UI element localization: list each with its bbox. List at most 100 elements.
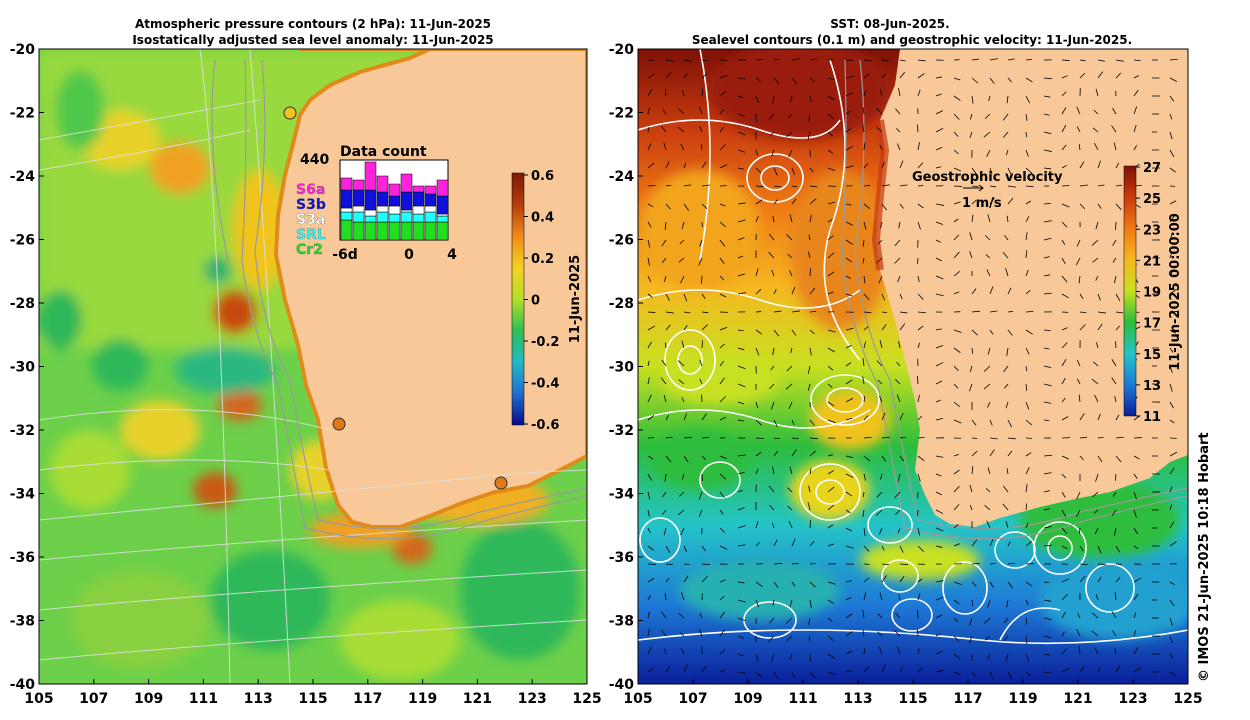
velocity-arrow xyxy=(791,581,796,587)
velocity-arrow xyxy=(1115,59,1124,62)
velocity-arrow xyxy=(917,545,924,552)
velocity-arrow xyxy=(827,131,834,137)
velocity-arrow xyxy=(647,257,650,266)
velocity-arrow xyxy=(1094,142,1099,151)
x-tick-label: 121 xyxy=(463,691,492,707)
velocity-arrow xyxy=(953,167,962,172)
velocity-arrow xyxy=(719,203,726,207)
inset-bar-segment xyxy=(376,175,389,193)
velocity-arrow xyxy=(772,347,775,356)
velocity-arrow xyxy=(1007,581,1014,589)
velocity-arrow xyxy=(953,270,960,277)
velocity-arrow xyxy=(1112,491,1117,497)
velocity-arrow xyxy=(1115,221,1117,230)
velocity-arrow xyxy=(1007,450,1013,457)
inset-bar-segment xyxy=(424,211,437,223)
velocity-arrow xyxy=(1004,617,1009,623)
velocity-arrow xyxy=(863,341,866,349)
velocity-arrow xyxy=(663,275,667,282)
velocity-arrow xyxy=(895,612,901,619)
velocity-arrow xyxy=(881,436,890,439)
velocity-arrow xyxy=(1043,508,1050,511)
velocity-arrow xyxy=(1025,541,1032,547)
velocity-arrow xyxy=(809,653,812,661)
inset-bar-segment xyxy=(364,189,377,211)
velocity-arrow xyxy=(989,419,993,426)
velocity-arrow xyxy=(845,580,853,583)
velocity-arrow xyxy=(1043,599,1052,602)
left-title-line2: Isostatically adjusted sea level anomaly… xyxy=(132,33,493,47)
velocity-arrow xyxy=(791,185,798,188)
velocity-arrow xyxy=(1005,268,1009,277)
velocity-arrow xyxy=(917,473,921,482)
velocity-arrow xyxy=(647,275,652,283)
velocity-arrow xyxy=(898,221,901,229)
velocity-arrow xyxy=(791,419,795,426)
velocity-arrow xyxy=(808,617,811,625)
velocity-arrow xyxy=(1025,383,1028,391)
velocity-arrow xyxy=(1169,486,1173,493)
velocity-arrow xyxy=(876,360,883,367)
velocity-arrow xyxy=(935,399,941,403)
velocity-arrow xyxy=(772,466,775,475)
velocity-arrow xyxy=(971,671,976,677)
velocity-arrow xyxy=(701,161,707,169)
velocity-arrow xyxy=(791,449,797,457)
velocity-arrow xyxy=(953,329,962,333)
velocity-arrow xyxy=(789,270,793,277)
velocity-arrow xyxy=(1079,161,1085,169)
velocity-arrow xyxy=(737,329,744,332)
velocity-arrow xyxy=(953,95,961,101)
velocity-arrow xyxy=(935,128,944,133)
velocity-arrow xyxy=(881,73,886,79)
velocity-arrow xyxy=(737,489,743,493)
velocity-arrow xyxy=(1091,239,1099,246)
velocity-arrow xyxy=(845,362,852,367)
x-tick-label: 117 xyxy=(953,691,982,707)
velocity-arrow xyxy=(1111,125,1117,133)
velocity-arrow xyxy=(1079,563,1088,565)
velocity-arrow xyxy=(1078,275,1081,284)
velocity-arrow xyxy=(647,667,654,673)
velocity-arrow xyxy=(665,563,673,565)
velocity-arrow xyxy=(863,163,869,169)
y-tick-label: -22 xyxy=(10,106,35,122)
velocity-arrow xyxy=(1097,160,1102,169)
velocity-arrow xyxy=(1043,401,1052,404)
velocity-arrow xyxy=(862,257,865,264)
velocity-arrow xyxy=(899,293,903,300)
velocity-arrow xyxy=(683,59,692,62)
velocity-arrow xyxy=(1097,436,1104,439)
velocity-arrow xyxy=(1025,419,1033,426)
velocity-arrow xyxy=(1169,167,1176,173)
velocity-arrow xyxy=(953,523,959,529)
velocity-arrow xyxy=(971,563,980,565)
velocity-arrow xyxy=(737,507,745,511)
velocity-arrow xyxy=(1169,77,1178,82)
velocity-arrow xyxy=(1025,250,1028,259)
right-bathymetry-contours xyxy=(841,59,1188,540)
velocity-arrow xyxy=(1114,648,1117,655)
velocity-arrow xyxy=(1061,275,1068,283)
velocity-arrow xyxy=(1076,629,1081,637)
velocity-arrow xyxy=(881,664,886,673)
inset-bar-segment xyxy=(424,221,437,241)
velocity-arrow xyxy=(1061,221,1068,228)
velocity-arrow xyxy=(845,327,854,331)
velocity-arrow xyxy=(827,653,835,659)
velocity-arrow xyxy=(935,417,943,421)
velocity-arrow xyxy=(917,667,923,673)
velocity-arrow xyxy=(969,383,973,392)
velocity-arrow xyxy=(1115,325,1120,331)
velocity-arrow xyxy=(1076,239,1081,247)
inset-bar-segment xyxy=(424,193,437,207)
velocity-arrow xyxy=(1006,215,1009,223)
velocity-arrow xyxy=(1169,521,1175,529)
velocity-arrow xyxy=(863,221,867,230)
velocity-arrow xyxy=(1061,257,1066,265)
velocity-arrow xyxy=(827,219,833,223)
velocity-arrow xyxy=(1025,401,1030,410)
velocity-arrow xyxy=(899,412,904,421)
velocity-arrow xyxy=(971,77,979,84)
velocity-arrow xyxy=(647,88,653,97)
